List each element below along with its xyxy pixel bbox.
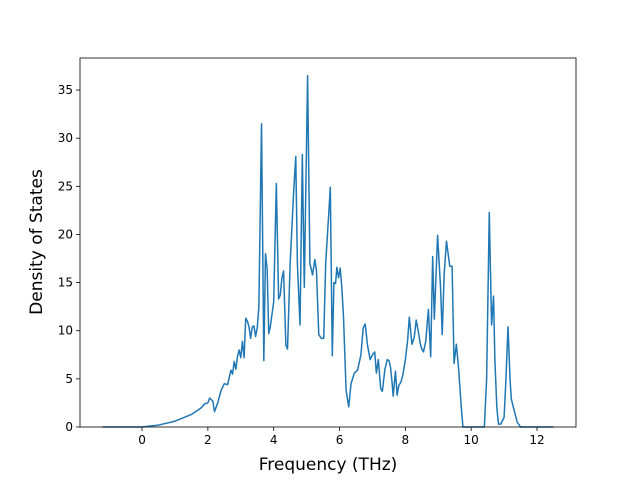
y-tick-label: 15 bbox=[58, 276, 73, 290]
plot-frame bbox=[79, 57, 577, 428]
y-tick-label: 30 bbox=[58, 131, 73, 145]
x-tick-label: 0 bbox=[138, 433, 146, 447]
x-tick-label: 4 bbox=[270, 433, 278, 447]
y-tick-label: 10 bbox=[58, 324, 73, 338]
x-tick-label: 8 bbox=[402, 433, 410, 447]
y-tick-label: 0 bbox=[65, 420, 73, 434]
x-axis-label: Frequency (THz) bbox=[259, 455, 398, 475]
y-tick-label: 5 bbox=[65, 372, 73, 386]
x-tick-label: 12 bbox=[529, 433, 544, 447]
x-tick-label: 10 bbox=[464, 433, 479, 447]
x-tick-label: 6 bbox=[336, 433, 344, 447]
y-axis-label: Density of States bbox=[27, 169, 47, 315]
x-tick-label: 2 bbox=[204, 433, 212, 447]
y-tick-label: 20 bbox=[58, 227, 73, 241]
y-tick-label: 25 bbox=[58, 179, 73, 193]
y-tick-label: 35 bbox=[58, 83, 73, 97]
data-line bbox=[102, 74, 554, 428]
